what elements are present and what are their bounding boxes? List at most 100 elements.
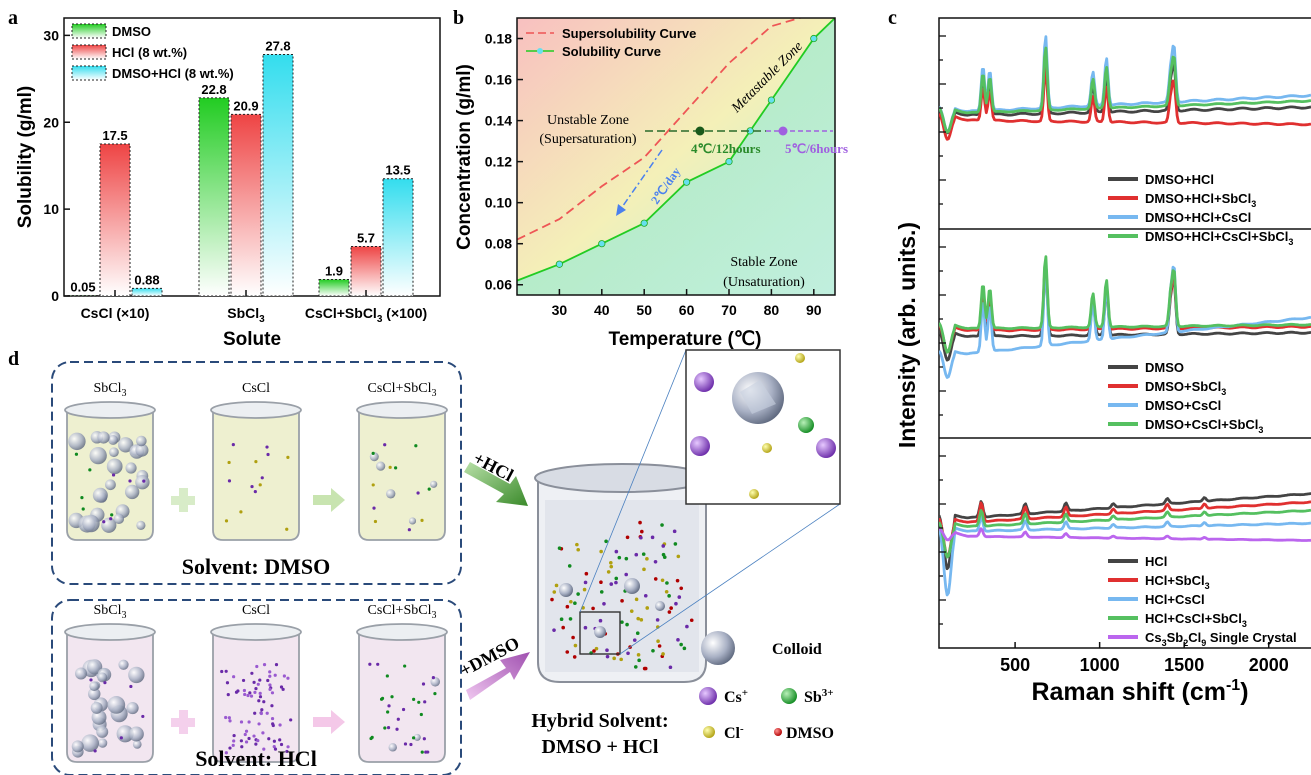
cl-legend-icon [703, 726, 715, 738]
beaker [356, 401, 448, 541]
raman-spectrum [939, 66, 1311, 141]
colloid-particle [68, 432, 86, 451]
inset-cs-ion [690, 436, 710, 456]
solubility-point [682, 178, 691, 186]
ion-dot [609, 560, 613, 565]
beaker-rim [210, 623, 302, 641]
ion-dot [568, 617, 573, 621]
panel-b-xtick-label: 30 [552, 302, 568, 318]
beaker-body [358, 410, 446, 541]
ion-dot [414, 444, 418, 448]
solubility-point [640, 219, 648, 227]
beaker-body [212, 410, 300, 541]
colloid-particle [107, 696, 126, 714]
ion-dot [433, 692, 437, 696]
panel-b-ytick-label: 0.06 [485, 277, 512, 293]
panel-b-xtick-label: 80 [764, 302, 780, 318]
ion-dot [250, 484, 254, 489]
ion-dot [612, 656, 616, 661]
ion-dot [679, 586, 684, 591]
colloid-particle [135, 475, 150, 490]
colloid-particle [136, 520, 146, 530]
ion-dot [246, 693, 250, 698]
ion-dot [258, 483, 262, 487]
colloid-particle [132, 740, 142, 749]
ion-dot [550, 597, 554, 602]
colloid-particle [90, 701, 103, 714]
colloid-particle [386, 489, 396, 499]
ion-dot [609, 582, 614, 586]
panel-a-ytick-label: 20 [43, 114, 59, 130]
ion-dot [636, 653, 641, 657]
panel-c-legend-label: Cs3Sb2Cl9 Single Crystal [1145, 630, 1297, 648]
ion-dot [253, 489, 257, 494]
ion-dot [594, 646, 599, 651]
ion-dot [262, 747, 266, 751]
ion-dot [239, 510, 243, 514]
ion-dot [676, 638, 680, 642]
ion-dot [270, 716, 275, 721]
ion-dot [128, 479, 132, 483]
ion-dot [242, 688, 247, 693]
hybrid-subtitle: DMSO + HCl [542, 736, 659, 758]
ion-dot [635, 631, 640, 636]
ion-dot [255, 664, 259, 669]
ion-dot [247, 720, 251, 724]
ion-dot [673, 542, 678, 546]
panel-c-legend-label: DMSO+CsCl [1145, 398, 1221, 413]
ion-dot [74, 452, 79, 456]
raman-spectrum [939, 515, 1311, 597]
sb-legend-icon [781, 688, 797, 704]
ion-dot [286, 676, 290, 680]
colloid-particle [135, 443, 149, 457]
cl-legend-label: Cl- [724, 723, 744, 742]
ion-dot [103, 681, 107, 685]
colloid-particle [105, 479, 116, 491]
panel-c-legend-label: DMSO+HCl+CsCl+SbCl3 [1145, 229, 1293, 247]
beaker-label: CsCl [242, 603, 270, 618]
ion-dot [273, 747, 278, 751]
ion-dot [420, 518, 424, 522]
ion-dot [412, 697, 416, 701]
ion-dot [591, 606, 595, 611]
ion-dot [609, 564, 614, 569]
ion-dot [253, 711, 257, 715]
ion-dot [227, 479, 232, 483]
ion-dot [396, 717, 400, 721]
panel-a-xtick-label: CsCl (×10) [81, 305, 150, 321]
ion-dot [81, 507, 85, 511]
panel-c-legend-label: HCl+CsCl+SbCl3 [1145, 611, 1247, 629]
dmso-legend-icon [774, 728, 782, 736]
ion-dot [274, 663, 279, 667]
beaker [64, 623, 156, 763]
ion-dot [604, 539, 608, 544]
ion-dot [421, 682, 426, 686]
ion-dot [270, 704, 274, 708]
ion-dot [674, 601, 678, 606]
ion-dot [417, 700, 421, 704]
colloid-particle [71, 740, 84, 753]
colloid-legend-label: Colloid [772, 641, 822, 658]
ion-dot [224, 751, 228, 755]
ion-dot [257, 699, 261, 703]
ion-dot [643, 666, 648, 671]
colloid-particle [413, 733, 421, 741]
ion-dot [583, 625, 588, 630]
panel-letter-c: c [888, 7, 897, 29]
ion-dot [565, 604, 570, 609]
bar-value-label: 17.5 [102, 128, 127, 143]
ion-dot [262, 700, 266, 704]
ion-dot [407, 528, 411, 532]
ion-dot [636, 616, 640, 621]
panel-c-legend-label: DMSO+HCl [1145, 172, 1214, 187]
panel-b-xlabel: Temperature (℃) [609, 329, 762, 350]
ion-dot [656, 639, 660, 644]
panel-b-xtick-label: 90 [806, 302, 822, 318]
ion-dot [599, 549, 603, 554]
ion-dot [401, 707, 406, 712]
ion-dot [262, 662, 267, 667]
add-hcl-arrow [464, 462, 528, 506]
ion-dot [653, 559, 658, 564]
raman-spectrum [939, 500, 1311, 559]
ion-dot [257, 722, 261, 726]
